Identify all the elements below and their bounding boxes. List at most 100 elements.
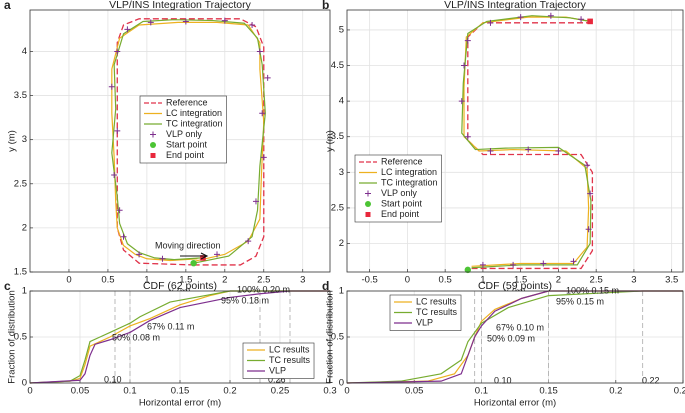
panel: 0 0.5 1 1.5 2 2.5 3 1.5 2 2.5 3 3.5 4 VLP/INS Integra… [4,0,331,298]
x-tick-label: 1 [144,275,149,286]
annotation: 100% 0.15 m [566,285,619,295]
series-line [29,290,330,384]
vlp-marker [182,18,189,25]
y-tick-label: 2 [339,238,344,249]
x-tick-label: 0.3 [323,386,336,397]
vlp-marker [214,251,221,258]
vlp-marker [587,190,594,197]
legend-label: TC results [269,355,311,365]
y-tick-label: 1 [22,286,27,297]
annotation: 0.22 [642,375,660,385]
y-tick-label: 2.5 [14,178,27,189]
legend-label: VLP [269,365,286,375]
x-tick-label: 0.2 [609,386,622,397]
vlp-marker [116,207,123,214]
annotation: 50% 0.09 m [487,333,535,343]
y-tick-label: 0 [22,378,27,389]
panel-letter: c [4,279,11,293]
legend-label: Reference [166,97,208,107]
x-tick-label: 2 [556,275,561,286]
legend-label: VLP only [166,129,202,139]
chart-title: VLP/INS Integration Trajectory [444,0,587,11]
x-tick-label: 3.5 [665,275,678,286]
panel: -0.5 0 0.5 1 1.5 2 2.5 3 3.5 2 2.5 3 3.5 4 4.5 5 VLP/INS… [322,0,684,298]
vlp-marker [578,16,585,23]
series-line [346,290,683,384]
vlp-marker [249,21,256,28]
panel-letter: d [322,279,329,293]
y-axis-label: Fraction of distribution [325,290,336,383]
vlp-marker [252,198,259,205]
x-tick-label: 0.15 [171,386,190,397]
x-tick-label: 0.25 [674,386,685,397]
vlp-marker [221,17,228,24]
vlp-marker [547,12,554,19]
annotation: 67% 0.11 m [147,321,194,331]
legend-label: End point [166,150,205,160]
legend-label: TC results [416,307,458,317]
x-tick-label: 0.5 [101,275,114,286]
start-marker [464,266,472,274]
vlp-marker [540,260,547,267]
vlp-marker [585,226,592,233]
legend-label: LC integration [166,108,222,118]
vlp-marker [120,233,127,240]
vlp-marker [584,162,591,169]
vlp-marker [525,146,532,153]
legend-label: TC integration [381,177,438,187]
legend-box [139,95,227,164]
legend-swatch [150,153,156,158]
x-tick-label: 2.5 [257,275,270,286]
direction-arrow [180,252,209,260]
series-line [111,21,265,262]
annotation: 50% 0.08 m [112,332,160,342]
x-tick-label: 0.5 [439,275,452,286]
legend-label: Start point [381,198,423,208]
x-tick-label: 0.1 [123,386,136,397]
chart-title: CDF (62 points) [143,280,217,292]
legend-label: VLP [416,317,433,327]
vlp-marker [260,154,267,161]
legend-label: End point [381,209,420,219]
x-tick-label: 0 [344,386,349,397]
x-tick-label: 0.05 [71,386,90,397]
series-line [116,18,265,266]
y-tick-label: 0.5 [331,332,344,343]
y-tick-label: 4 [339,96,344,107]
vlp-marker [147,19,154,26]
y-axis-label: y (m) [325,130,336,152]
vlp-marker [458,98,465,105]
annotation: 67% 0.10 m [496,322,544,332]
vlp-marker [259,110,266,117]
plot-area [347,10,683,272]
vlp-marker [114,127,121,134]
annotation: 0.26 [268,374,286,384]
vlp-marker [245,238,252,245]
x-axis-label: Horizontal error (m) [139,398,221,409]
x-tick-label: 0.05 [405,386,424,397]
legend-swatch [150,142,156,148]
vlp-marker [461,62,468,69]
legend-swatch [365,190,371,197]
panel-letter: a [4,0,11,12]
y-tick-label: 5 [339,24,344,35]
x-tick-label: 0 [405,275,410,286]
x-tick-label: 0.15 [539,386,558,397]
y-tick-label: 3 [22,134,27,145]
y-tick-label: 3.5 [331,131,344,142]
vlp-marker [510,261,517,268]
chart-title: VLP/INS Integration Trajectory [109,0,252,11]
series-line [29,290,330,384]
annotation: 95% 0.15 m [556,296,604,306]
legend-label: LC results [269,344,310,354]
vlp-marker [159,255,166,262]
y-tick-label: 2.5 [331,202,344,213]
legend-label: LC integration [381,167,437,177]
vlp-marker [487,147,494,154]
x-tick-label: 0.25 [271,386,290,397]
annotation: 0.10 [104,374,122,384]
